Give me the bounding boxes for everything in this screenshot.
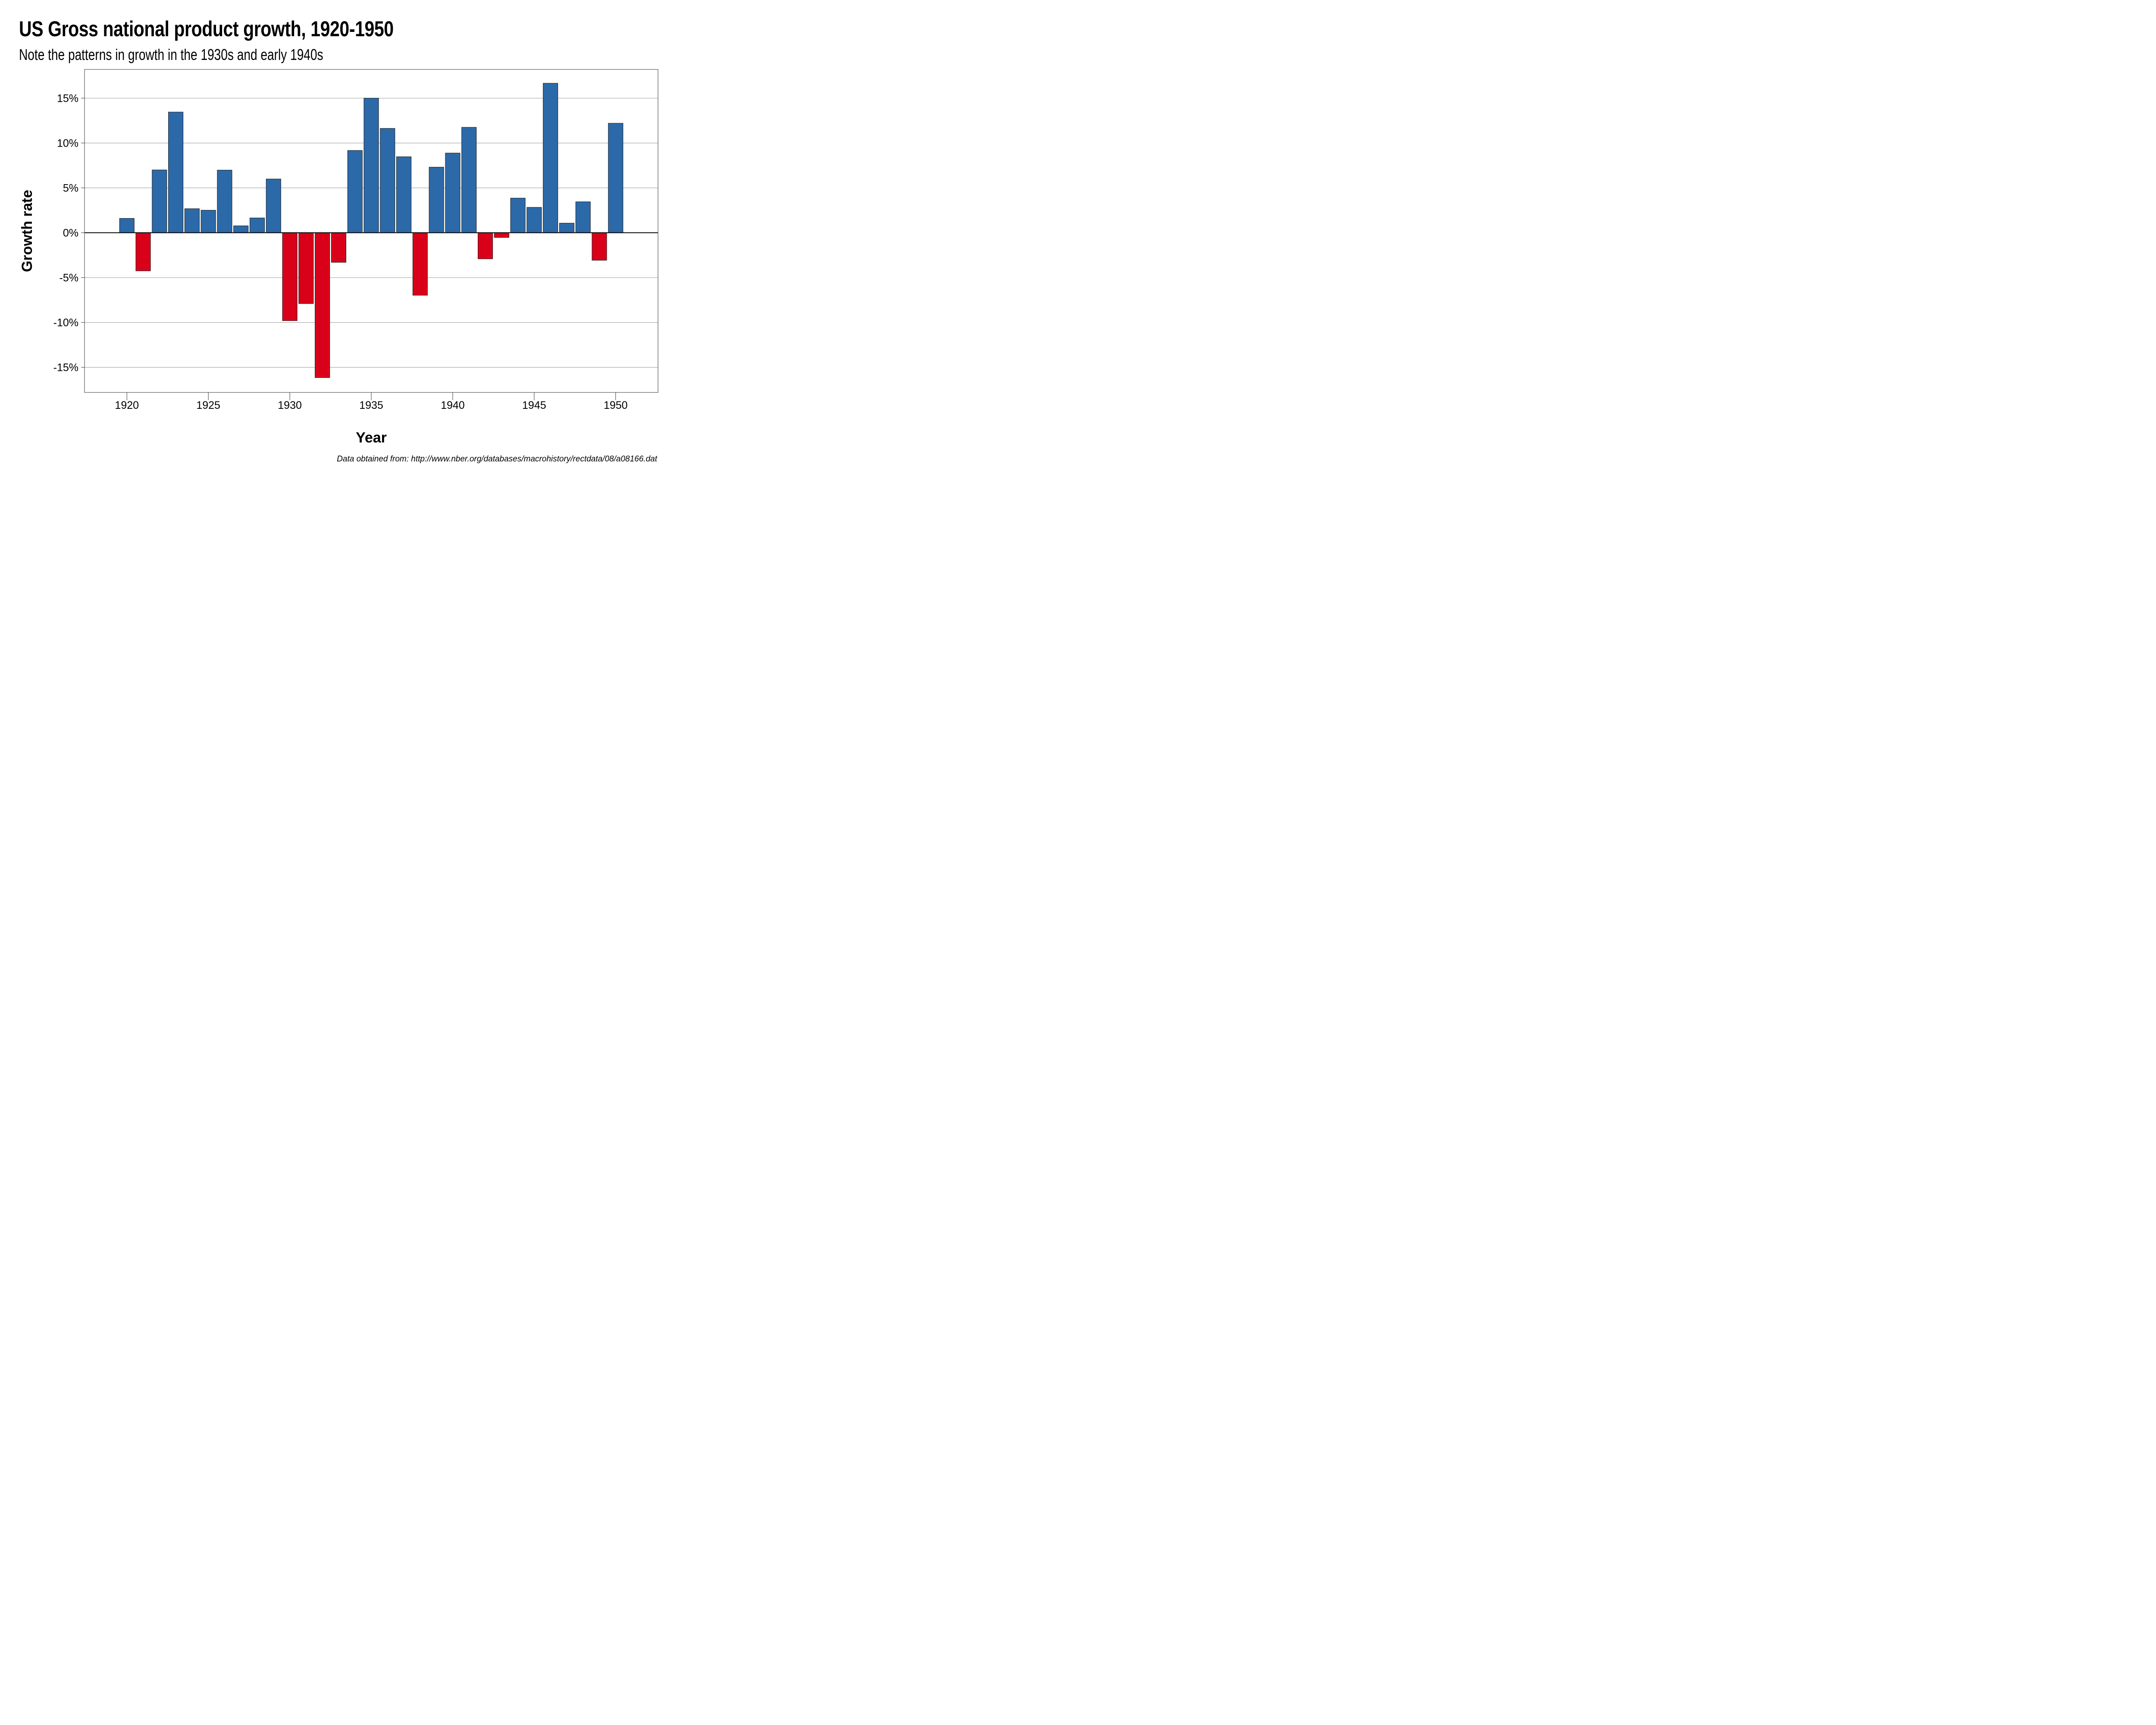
bar-1925 bbox=[201, 210, 216, 233]
y-axis-ticks: 15% 10% 5% 0% -5% -10% -15% bbox=[53, 93, 85, 374]
bar-1941 bbox=[461, 127, 477, 233]
y-tick-label: 10% bbox=[57, 138, 78, 150]
bar-1949 bbox=[592, 232, 607, 261]
bar-1926 bbox=[217, 169, 232, 233]
x-tick-label: 1945 bbox=[522, 399, 546, 411]
bars bbox=[119, 83, 624, 378]
x-axis-ticks: 1920 1925 1930 1935 1940 1945 1950 bbox=[115, 392, 628, 411]
y-axis-title: Growth rate bbox=[19, 190, 35, 272]
y-tick-label: -10% bbox=[53, 317, 78, 329]
x-tick-label: 1950 bbox=[604, 399, 628, 411]
bar-1943 bbox=[494, 232, 509, 238]
bar-1921 bbox=[135, 232, 151, 271]
bar-1935 bbox=[364, 98, 379, 233]
x-tick-label: 1930 bbox=[278, 399, 302, 411]
bar-1929 bbox=[266, 179, 281, 233]
bar-1932 bbox=[315, 232, 330, 378]
bar-1946 bbox=[543, 83, 558, 233]
y-tick-label: 0% bbox=[63, 227, 78, 239]
x-tick-label: 1935 bbox=[359, 399, 383, 411]
bar-1944 bbox=[510, 198, 526, 233]
y-tick-label: -5% bbox=[60, 272, 78, 284]
bar-1937 bbox=[396, 156, 412, 233]
bar-1947 bbox=[559, 223, 574, 233]
x-tick-label: 1920 bbox=[115, 399, 139, 411]
bar-chart: 15%10%5%0%-5%-10%-15% 1920 1925 1930 1935 19… bbox=[19, 69, 658, 446]
bar-1928 bbox=[250, 217, 265, 233]
bar-1923 bbox=[168, 112, 184, 233]
bar-1938 bbox=[412, 232, 428, 296]
y-tick-label: 15% bbox=[57, 93, 78, 105]
x-axis-title: Year bbox=[356, 430, 387, 446]
bar-1939 bbox=[429, 167, 444, 233]
data-source-caption: Data obtained from: http://www.nber.org/… bbox=[337, 455, 657, 464]
bar-1934 bbox=[347, 150, 363, 233]
bar-1940 bbox=[445, 153, 461, 233]
bar-1948 bbox=[575, 201, 591, 233]
bar-1931 bbox=[298, 232, 314, 304]
bar-1950 bbox=[608, 123, 624, 233]
x-tick-label: 1925 bbox=[196, 399, 220, 411]
chart-title: US Gross national product growth, 1920-1… bbox=[19, 17, 394, 41]
bar-1927 bbox=[233, 226, 249, 233]
bar-1930 bbox=[282, 232, 298, 321]
bar-1942 bbox=[477, 232, 493, 259]
bar-1945 bbox=[526, 207, 542, 233]
x-tick-label: 1940 bbox=[441, 399, 465, 411]
bar-1920 bbox=[119, 218, 135, 233]
y-tick-label: 5% bbox=[63, 182, 78, 194]
y-tick-label: -15% bbox=[53, 362, 78, 374]
bar-1924 bbox=[184, 208, 200, 233]
bar-1933 bbox=[331, 232, 346, 263]
bar-1936 bbox=[380, 128, 395, 233]
bar-1922 bbox=[152, 169, 167, 233]
chart-subtitle: Note the patterns in growth in the 1930s… bbox=[19, 46, 323, 63]
